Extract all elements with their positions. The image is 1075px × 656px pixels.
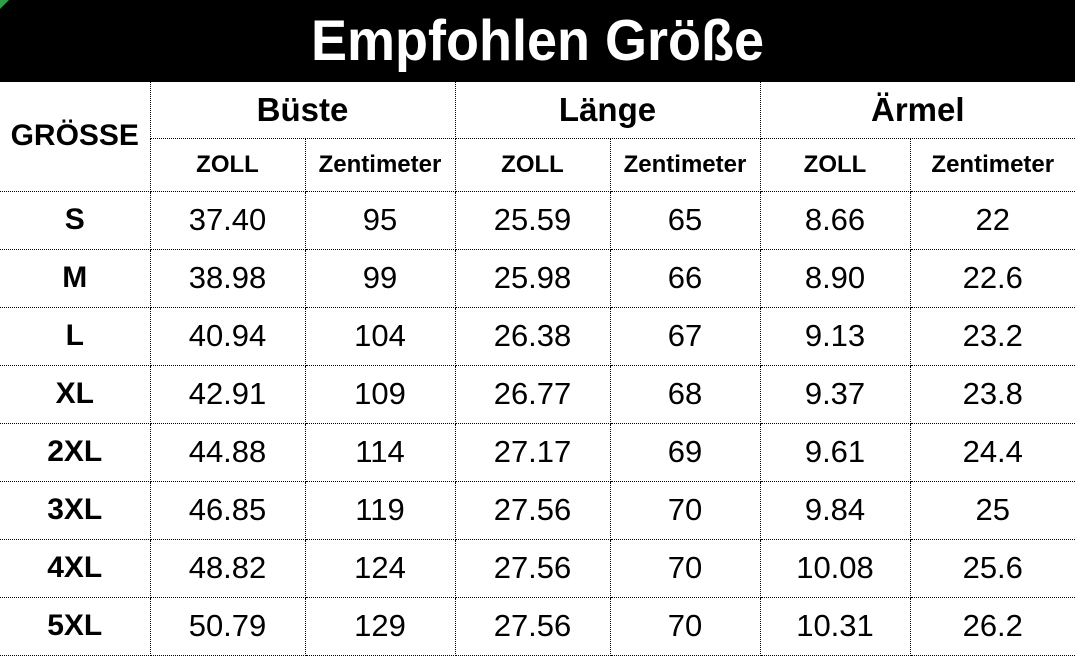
unit-header-sleeve-cm: Zentimeter [909, 137, 1075, 192]
group-header-sleeve: Ärmel [759, 82, 1075, 139]
value-cell: 67 [609, 306, 761, 366]
unit-header-length-cm: Zentimeter [609, 137, 761, 192]
unit-header-sleeve-inch: ZOLL [759, 137, 911, 192]
green-corner-marker-icon [0, 0, 9, 9]
value-cell: 46.85 [149, 480, 306, 540]
size-label: S [0, 190, 151, 250]
value-cell: 44.88 [149, 422, 306, 482]
table-row-3xl: 3XL 46.85 119 27.56 70 9.84 25 [0, 480, 1075, 540]
size-label: 2XL [0, 422, 151, 482]
unit-header-length-inch: ZOLL [454, 137, 611, 192]
unit-header-bust-inch: ZOLL [150, 137, 306, 192]
value-cell: 65 [609, 190, 761, 250]
size-label: 4XL [0, 538, 151, 598]
table-row-m: M 38.98 99 25.98 66 8.90 22.6 [0, 248, 1075, 308]
size-chart-table: GRÖSSE Büste Länge Ärmel ZOLL Zentimeter… [0, 82, 1075, 656]
value-cell: 69 [609, 422, 761, 482]
value-cell: 9.13 [759, 306, 911, 366]
value-cell: 10.08 [759, 538, 911, 598]
group-header-row: GRÖSSE Büste Länge Ärmel [0, 82, 1075, 192]
table-row-s: S 37.40 95 25.59 65 8.66 22 [0, 190, 1075, 250]
value-cell: 37.40 [149, 190, 306, 250]
group-header-length: Länge [454, 82, 761, 139]
value-cell: 124 [304, 538, 456, 598]
value-cell: 70 [609, 538, 761, 598]
value-cell: 25.59 [454, 190, 611, 250]
value-cell: 9.61 [759, 422, 911, 482]
table-row-xl: XL 42.91 109 26.77 68 9.37 23.8 [0, 364, 1075, 424]
value-cell: 9.37 [759, 364, 911, 424]
value-cell: 26.38 [454, 306, 611, 366]
size-label: M [0, 248, 151, 308]
value-cell: 27.56 [454, 596, 611, 656]
value-cell: 25.6 [909, 538, 1075, 598]
size-column-header: GRÖSSE [0, 82, 151, 192]
value-cell: 70 [609, 480, 761, 540]
value-cell: 8.90 [759, 248, 911, 308]
value-cell: 99 [304, 248, 456, 308]
size-label: L [0, 306, 151, 366]
value-cell: 66 [609, 248, 761, 308]
size-label: XL [0, 364, 151, 424]
value-cell: 10.31 [759, 596, 911, 656]
value-cell: 40.94 [149, 306, 306, 366]
value-cell: 26.2 [909, 596, 1075, 656]
size-label: 5XL [0, 596, 151, 656]
value-cell: 23.8 [909, 364, 1075, 424]
value-cell: 70 [609, 596, 761, 656]
value-cell: 50.79 [149, 596, 306, 656]
table-row-2xl: 2XL 44.88 114 27.17 69 9.61 24.4 [0, 422, 1075, 482]
value-cell: 48.82 [149, 538, 306, 598]
value-cell: 104 [304, 306, 456, 366]
page-title: Empfohlen Größe [310, 9, 764, 73]
value-cell: 27.56 [454, 538, 611, 598]
value-cell: 27.56 [454, 480, 611, 540]
value-cell: 95 [304, 190, 456, 250]
value-cell: 27.17 [454, 422, 611, 482]
value-cell: 68 [609, 364, 761, 424]
title-bar: Empfohlen Größe [0, 0, 1075, 82]
value-cell: 129 [304, 596, 456, 656]
value-cell: 25 [909, 480, 1075, 540]
value-cell: 119 [304, 480, 456, 540]
value-cell: 25.98 [454, 248, 611, 308]
value-cell: 9.84 [759, 480, 911, 540]
value-cell: 26.77 [454, 364, 611, 424]
value-cell: 8.66 [759, 190, 911, 250]
value-cell: 22 [909, 190, 1075, 250]
value-cell: 24.4 [909, 422, 1075, 482]
value-cell: 114 [304, 422, 456, 482]
size-label: 3XL [0, 480, 151, 540]
unit-header-row: ZOLL Zentimeter ZOLL Zentimeter ZOLL Zen… [0, 137, 1075, 192]
group-header-bust: Büste [149, 82, 456, 139]
value-cell: 42.91 [149, 364, 306, 424]
unit-header-bust-cm: Zentimeter [304, 137, 456, 192]
table-row-l: L 40.94 104 26.38 67 9.13 23.2 [0, 306, 1075, 366]
table-row-5xl: 5XL 50.79 129 27.56 70 10.31 26.2 [0, 596, 1075, 656]
value-cell: 38.98 [149, 248, 306, 308]
table-row-4xl: 4XL 48.82 124 27.56 70 10.08 25.6 [0, 538, 1075, 598]
value-cell: 23.2 [909, 306, 1075, 366]
value-cell: 109 [304, 364, 456, 424]
value-cell: 22.6 [909, 248, 1075, 308]
